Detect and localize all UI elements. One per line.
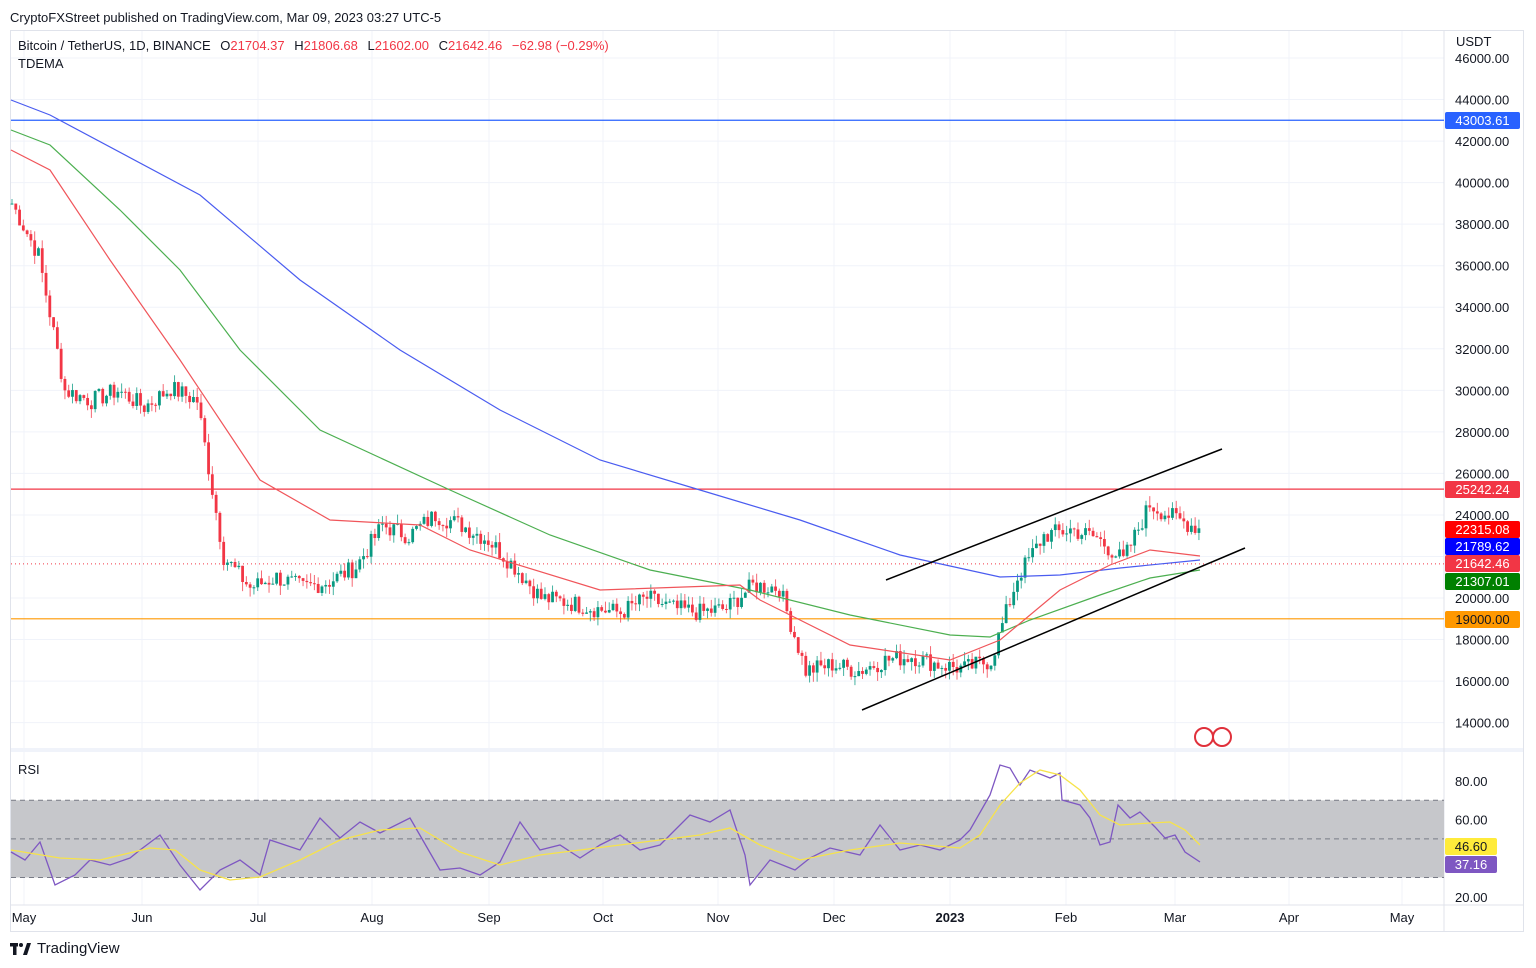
symbol-legend: Bitcoin / TetherUS, 1D, BINANCE O21704.3… [18,38,615,71]
candles [10,198,1201,686]
svg-text:30000.00: 30000.00 [1455,383,1509,398]
svg-text:44000.00: 44000.00 [1455,93,1509,108]
svg-text:Oct: Oct [593,910,614,925]
tradingview-logo-icon [10,942,31,955]
price-tag: 21642.46 [1445,555,1520,572]
svg-text:Jun: Jun [132,910,153,925]
svg-text:36000.00: 36000.00 [1455,259,1509,274]
svg-text:Feb: Feb [1055,910,1077,925]
price-tag: 21789.62 [1445,538,1520,555]
svg-text:Sep: Sep [477,910,500,925]
high-value: 21806.68 [303,38,358,53]
symbol-name[interactable]: Bitcoin / TetherUS, 1D, BINANCE [18,38,211,53]
rsi-indicator-label[interactable]: RSI [18,762,40,777]
svg-text:32000.00: 32000.00 [1455,342,1509,357]
price-tag: 21307.01 [1445,573,1520,590]
us-flag-event-icon[interactable] [1194,727,1214,747]
low-value: 21602.00 [374,38,429,53]
svg-text:40000.00: 40000.00 [1455,176,1509,191]
svg-text:28000.00: 28000.00 [1455,425,1509,440]
indicator-label-tdema[interactable]: TDEMA [18,56,64,71]
svg-text:80.00: 80.00 [1455,774,1488,789]
price-tag: 25242.24 [1445,481,1520,498]
publisher-caption: CryptoFXStreet published on TradingView.… [10,10,442,25]
tradingview-branding: TradingView [10,940,120,957]
svg-text:16000.00: 16000.00 [1455,674,1509,689]
svg-text:Dec: Dec [822,910,846,925]
close-value: 21642.46 [448,38,503,53]
svg-text:Jul: Jul [250,910,267,925]
price-tag: 19000.00 [1445,611,1520,628]
svg-text:20.00: 20.00 [1455,890,1488,905]
svg-text:34000.00: 34000.00 [1455,300,1509,315]
svg-text:2023: 2023 [936,910,965,925]
svg-text:Aug: Aug [360,910,383,925]
svg-text:Nov: Nov [706,910,730,925]
price-tag: 37.16 [1445,856,1497,873]
svg-text:18000.00: 18000.00 [1455,633,1509,648]
price-tag: 46.60 [1445,838,1497,855]
svg-text:60.00: 60.00 [1455,813,1488,828]
chart-frame [10,30,1524,932]
svg-text:42000.00: 42000.00 [1455,134,1509,149]
svg-text:26000.00: 26000.00 [1455,466,1509,481]
price-tag: 22315.08 [1445,521,1520,538]
svg-text:May: May [1390,910,1415,925]
svg-text:14000.00: 14000.00 [1455,716,1509,731]
open-value: 21704.37 [230,38,285,53]
svg-text:Apr: Apr [1279,910,1300,925]
svg-text:24000.00: 24000.00 [1455,508,1509,523]
brand-name: TradingView [37,940,120,957]
svg-text:20000.00: 20000.00 [1455,591,1509,606]
currency-label: USDT [1456,34,1492,49]
svg-text:46000.00: 46000.00 [1455,51,1509,66]
us-flag-event-icon[interactable] [1212,727,1232,747]
svg-text:May: May [12,910,37,925]
price-tag: 43003.61 [1445,112,1520,129]
change-value: −62.98 (−0.29%) [511,38,609,53]
svg-text:38000.00: 38000.00 [1455,217,1509,232]
svg-text:Mar: Mar [1164,910,1187,925]
